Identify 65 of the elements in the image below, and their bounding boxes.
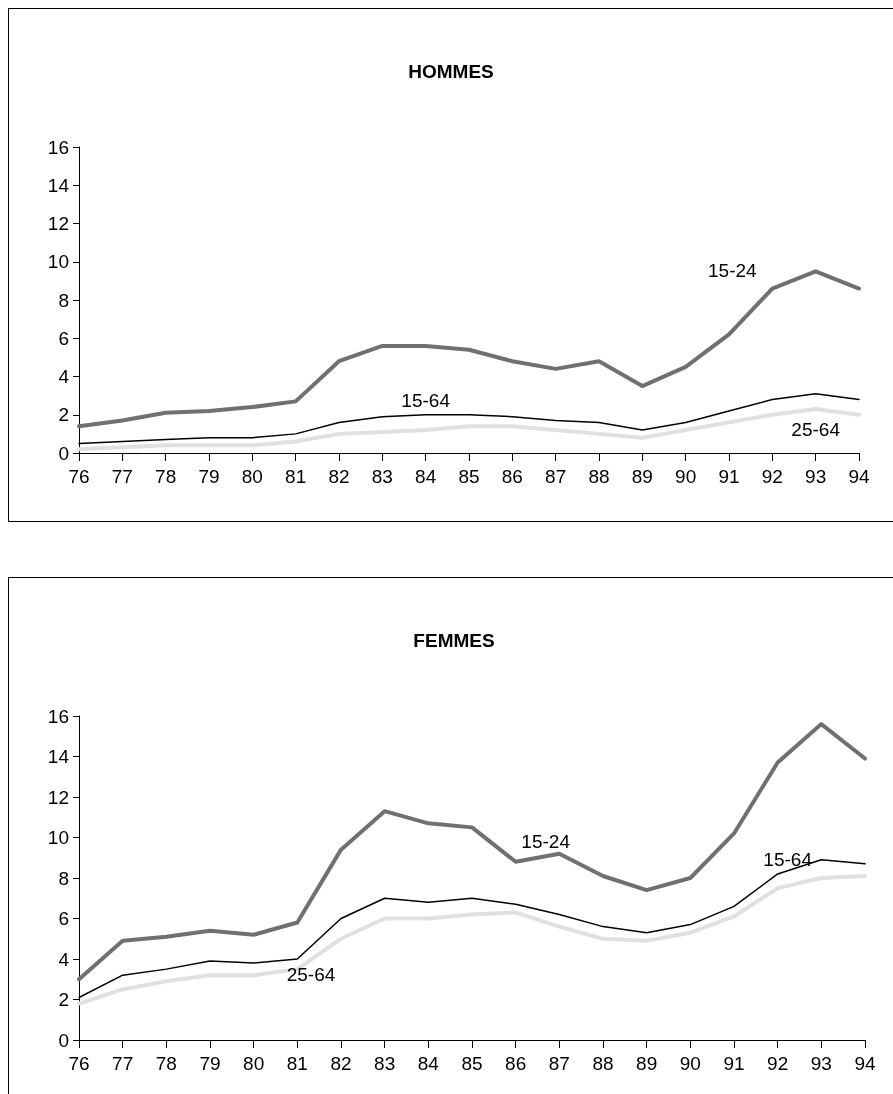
x-tick-label: 84 (417, 1053, 440, 1074)
x-tick-label: 82 (328, 466, 350, 487)
x-tick-label: 86 (501, 466, 523, 487)
x-tick-label: 77 (112, 1053, 134, 1074)
y-tick-label: 4 (58, 948, 70, 970)
line-series (77, 722, 867, 982)
x-tick-label: 88 (588, 466, 610, 487)
x-tick-label: 77 (111, 466, 133, 487)
x-tick-label: 91 (723, 1053, 745, 1074)
x-tick-label: 90 (679, 1053, 701, 1074)
x-tick-label: 79 (199, 1053, 221, 1074)
series-label: 15-64 (401, 390, 451, 412)
x-tick-label: 85 (461, 1053, 483, 1074)
x-tick-label: 86 (505, 1053, 527, 1074)
x-tick-label: 94 (854, 1053, 876, 1074)
x-tick-label: 82 (330, 1053, 352, 1074)
series-label: 25-64 (286, 964, 336, 986)
y-tick-label: 16 (47, 136, 69, 158)
x-tick-label: 80 (241, 466, 263, 487)
y-tick-label: 2 (58, 989, 69, 1010)
x-tick-label: 80 (243, 1053, 265, 1074)
series-label: 25-64 (791, 418, 841, 440)
x-tick-label: 79 (198, 466, 220, 487)
series-label: 15-24 (521, 831, 571, 853)
y-tick-label: 14 (47, 174, 70, 196)
y-tick-label: 14 (47, 746, 70, 767)
x-tick-label: 90 (675, 466, 697, 487)
y-tick-label: 6 (58, 908, 69, 929)
x-tick-label: 81 (285, 466, 307, 487)
series-label: 15-64 (763, 849, 813, 871)
y-tick-label: 16 (47, 705, 69, 727)
y-tick-label: 8 (58, 289, 69, 311)
x-tick-label: 94 (848, 466, 870, 487)
x-tick-label: 89 (636, 1053, 658, 1074)
y-tick-label: 10 (47, 827, 69, 848)
chart-title: FEMMES (413, 630, 495, 651)
x-tick-label: 93 (805, 466, 827, 487)
x-tick-label: 85 (458, 466, 480, 487)
x-tick-label: 78 (155, 466, 177, 487)
y-tick-label: 6 (58, 327, 69, 349)
y-tick-label: 12 (47, 786, 69, 808)
x-tick-label: 91 (718, 466, 740, 487)
y-tick-label: 10 (47, 251, 69, 273)
y-tick-label: 4 (58, 366, 70, 387)
y-tick-label: 0 (58, 442, 69, 464)
x-tick-label: 84 (415, 466, 437, 487)
x-tick-label: 88 (592, 1053, 614, 1074)
x-tick-label: 78 (155, 1053, 177, 1074)
x-tick-label: 92 (767, 1053, 789, 1074)
x-tick-label: 76 (68, 1053, 90, 1074)
series-label: 15-24 (708, 260, 758, 282)
x-tick-label: 92 (761, 466, 783, 487)
x-tick-label: 87 (545, 466, 567, 487)
x-tick-label: 81 (286, 1053, 308, 1074)
x-tick-label: 93 (810, 1053, 832, 1074)
x-tick-label: 76 (68, 466, 90, 487)
y-tick-label: 12 (47, 213, 69, 234)
x-tick-label: 83 (371, 466, 393, 487)
y-tick-label: 8 (58, 867, 69, 889)
y-tick-label: 2 (58, 404, 69, 426)
x-tick-label: 89 (631, 466, 653, 487)
y-tick-label: 0 (58, 1029, 69, 1051)
chart-title: HOMMES (408, 61, 494, 82)
x-tick-label: 83 (374, 1053, 396, 1074)
x-tick-label: 87 (548, 1053, 570, 1074)
